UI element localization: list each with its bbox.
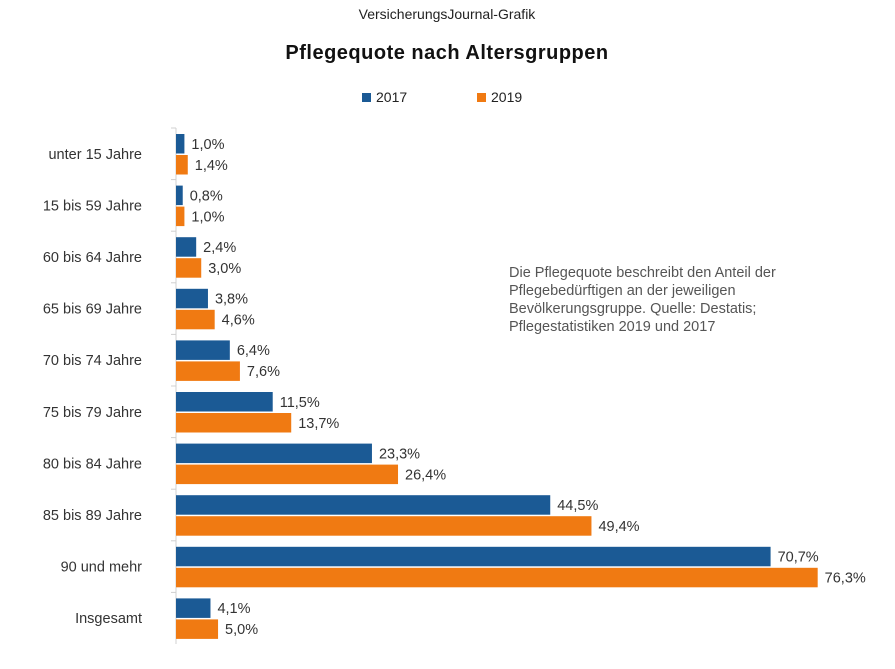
bar-2019	[176, 361, 240, 381]
category-label: 65 bis 69 Jahre	[43, 302, 142, 318]
data-label-2019: 49,4%	[598, 519, 639, 535]
data-label-2019: 1,4%	[195, 158, 228, 174]
data-label-2019: 4,6%	[222, 313, 255, 329]
bar-2017	[176, 185, 183, 206]
data-label-2017: 4,1%	[217, 601, 250, 617]
legend-label-2017: 2017	[376, 89, 407, 105]
data-label-2019: 5,0%	[225, 622, 258, 638]
bar-2019	[176, 413, 292, 433]
category-label: 80 bis 84 Jahre	[43, 456, 142, 472]
data-label-2019: 1,0%	[191, 209, 224, 225]
bar-2017	[176, 598, 211, 618]
category-label: 70 bis 74 Jahre	[43, 353, 142, 369]
data-label-2019: 76,3%	[825, 571, 866, 587]
data-label-2017: 2,4%	[203, 240, 236, 256]
category-label: 85 bis 89 Jahre	[43, 508, 142, 524]
bar-2017	[176, 288, 208, 309]
bar-2017	[176, 443, 372, 464]
data-label-2019: 7,6%	[247, 364, 280, 380]
bar-2019	[176, 464, 399, 485]
data-label-2017: 44,5%	[557, 498, 598, 514]
data-label-2017: 1,0%	[191, 137, 224, 153]
category-label: unter 15 Jahre	[48, 147, 142, 163]
category-label: Insgesamt	[75, 611, 142, 627]
bar-2019	[176, 619, 219, 639]
data-label-2017: 11,5%	[280, 395, 320, 411]
chart-supertitle: VersicherungsJournal-Grafik	[359, 6, 537, 22]
bar-2017	[176, 392, 273, 412]
category-label: 15 bis 59 Jahre	[43, 198, 142, 214]
chart-title: Pflegequote nach Altersgruppen	[285, 42, 608, 64]
legend-label-2019: 2019	[491, 89, 522, 105]
bar-2017	[176, 340, 230, 360]
plot-area: unter 15 Jahre 1,0% 1,4% 15 bis 59 Jahre 0,8…	[43, 127, 866, 644]
bar-2019	[176, 567, 818, 588]
legend-swatch-2017	[362, 93, 371, 102]
bar-2019	[176, 155, 188, 175]
bar-2017	[176, 237, 197, 257]
bar-2017	[176, 495, 551, 515]
data-label-2019: 3,0%	[208, 261, 241, 277]
bar-2019	[176, 309, 215, 330]
chart-annotation: Die Pflegequote beschreibt den Anteil de…	[509, 265, 776, 335]
bar-2019	[176, 516, 592, 536]
data-label-2017: 23,3%	[379, 446, 420, 462]
data-label-2019: 13,7%	[298, 416, 339, 432]
bar-2017	[176, 134, 185, 154]
data-label-2017: 6,4%	[237, 343, 270, 359]
bar-2019	[176, 206, 185, 227]
data-label-2019: 26,4%	[405, 467, 446, 483]
legend-swatch-2019	[477, 93, 486, 102]
bar-2017	[176, 546, 771, 567]
data-label-2017: 70,7%	[778, 550, 819, 566]
category-label: 90 und mehr	[61, 560, 143, 576]
data-label-2017: 3,8%	[215, 292, 248, 308]
bar-2019	[176, 258, 202, 278]
category-label: 75 bis 79 Jahre	[43, 405, 142, 421]
legend: 2017 2019	[362, 89, 522, 105]
data-label-2017: 0,8%	[190, 188, 223, 204]
category-label: 60 bis 64 Jahre	[43, 250, 142, 266]
